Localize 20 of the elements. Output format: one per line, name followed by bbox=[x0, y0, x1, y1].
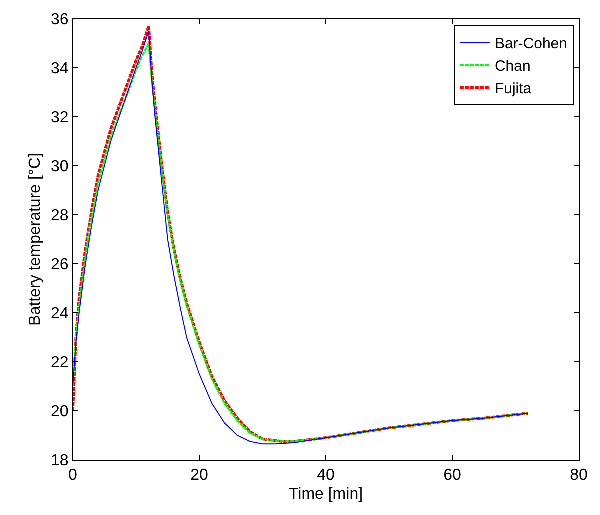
y-axis-title: Battery temperature [°C] bbox=[26, 153, 44, 326]
y-tick-label: 18 bbox=[51, 452, 69, 470]
y-tick-label: 26 bbox=[51, 256, 69, 274]
legend-label: Chan bbox=[494, 58, 531, 76]
y-tick-label: 28 bbox=[51, 208, 69, 225]
x-tick-label: 80 bbox=[570, 467, 588, 484]
x-tick-label: 60 bbox=[444, 467, 462, 484]
legend-label: Bar-Cohen bbox=[494, 36, 568, 53]
y-tick-label: 30 bbox=[51, 158, 69, 176]
y-tick-label: 22 bbox=[51, 354, 69, 372]
legend-label: Fujita bbox=[494, 80, 532, 98]
x-tick-label: 20 bbox=[190, 467, 208, 484]
x-axis-title: Time [min] bbox=[288, 486, 364, 503]
y-tick-label: 24 bbox=[51, 306, 69, 323]
y-tick-label: 34 bbox=[51, 60, 69, 78]
y-tick-label: 32 bbox=[51, 110, 69, 127]
y-tick-label: 20 bbox=[51, 404, 69, 421]
y-tick-label: 36 bbox=[51, 12, 69, 29]
x-tick-label: 40 bbox=[317, 467, 335, 484]
x-tick-label: 0 bbox=[68, 467, 78, 484]
